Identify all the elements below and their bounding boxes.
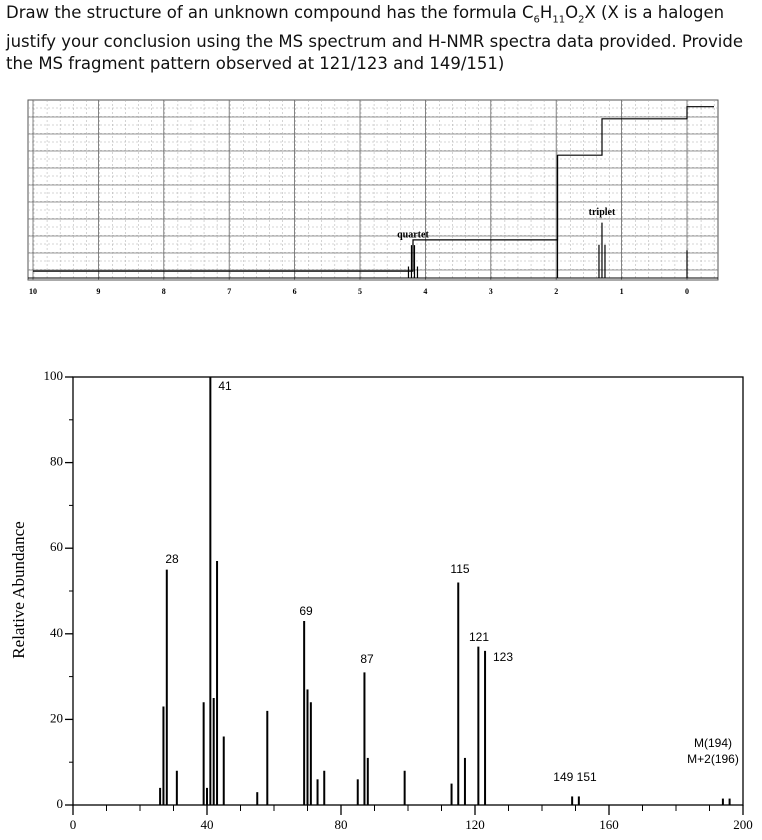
y-tick-label: 60: [50, 539, 63, 554]
nmr-tick-label: 1: [620, 287, 624, 296]
subscript: 6: [533, 14, 540, 26]
x-tick-label: 40: [201, 817, 214, 832]
nmr-tick-label: 7: [227, 287, 231, 296]
subscript: 11: [552, 14, 566, 26]
y-tick-label: 100: [44, 368, 64, 383]
question-text: H: [539, 3, 553, 22]
y-tick-label: 40: [50, 625, 63, 640]
y-axis-label: Relative Abundance: [9, 521, 28, 658]
nmr-tick-label: 5: [358, 287, 362, 296]
nmr-tick-label: 9: [96, 287, 100, 296]
y-tick-label: 80: [50, 454, 63, 469]
question-text: O: [565, 3, 579, 22]
peak-annotation: 121: [469, 630, 489, 644]
peak-annotation: 115: [450, 562, 469, 576]
nmr-tick-label: 0: [685, 287, 689, 296]
question-text: X (X is a halogen justify your conclusio…: [6, 3, 744, 74]
nmr-tick-label: 10: [29, 287, 37, 296]
peak-annotation: 149 151: [553, 770, 597, 784]
peak-annotation: M(194): [694, 736, 732, 750]
nmr-tick-label: 6: [293, 287, 297, 296]
nmr-tick-label: 4: [423, 287, 427, 296]
nmr-peak-label: quartet: [397, 229, 429, 240]
nmr-frame: [27, 99, 719, 281]
peak-annotation: 69: [299, 604, 313, 618]
y-tick-label: 0: [57, 796, 64, 811]
x-tick-label: 80: [335, 817, 348, 832]
question-text: Draw the structure of an unknown compoun…: [6, 3, 534, 22]
x-tick-label: 120: [465, 817, 485, 832]
x-tick-label: 160: [599, 817, 619, 832]
nmr-peak: [407, 245, 419, 278]
question: Draw the structure of an unknown compoun…: [6, 2, 756, 75]
peak-annotation: 87: [360, 652, 374, 666]
nmr-tick-label: 2: [554, 287, 558, 296]
subscript: 2: [578, 14, 585, 26]
nmr-tick-label: 3: [489, 287, 493, 296]
y-tick-label: 20: [50, 710, 63, 725]
peak-annotation: M+2(196): [687, 752, 739, 766]
x-tick-label: 0: [70, 817, 77, 832]
nmr-integral: [33, 106, 714, 272]
x-tick-label: 200: [733, 817, 753, 832]
ms-frame: [72, 376, 744, 806]
peak-annotation: 28: [165, 552, 179, 566]
nmr-peak-label: triplet: [589, 207, 616, 218]
peak-annotation: 123: [493, 650, 513, 664]
nmr-peak: [598, 222, 606, 278]
peak-annotation: 41: [218, 379, 232, 393]
nmr-tick-label: 8: [162, 287, 166, 296]
